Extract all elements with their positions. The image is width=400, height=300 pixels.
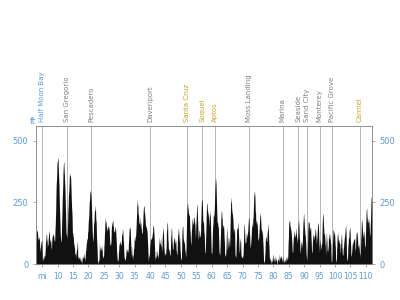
Text: Soquel: Soquel [200, 98, 206, 122]
Text: Marina: Marina [280, 98, 286, 122]
Text: Monterey: Monterey [316, 89, 322, 122]
Text: Pacific Grove: Pacific Grove [329, 76, 335, 122]
Text: San Gregorio: San Gregorio [64, 76, 70, 122]
Text: Half Moon Bay: Half Moon Bay [39, 71, 45, 122]
Text: Moss Landing: Moss Landing [246, 74, 252, 122]
Text: Seaside: Seaside [295, 95, 301, 122]
Text: Davenport: Davenport [147, 85, 153, 122]
Text: Aptos: Aptos [212, 102, 218, 122]
Text: Carmel: Carmel [357, 97, 363, 122]
Text: ft: ft [30, 117, 36, 126]
Text: Santa Cruz: Santa Cruz [184, 84, 190, 122]
Text: Sand City: Sand City [304, 88, 310, 122]
Text: Pescadero: Pescadero [88, 86, 94, 122]
